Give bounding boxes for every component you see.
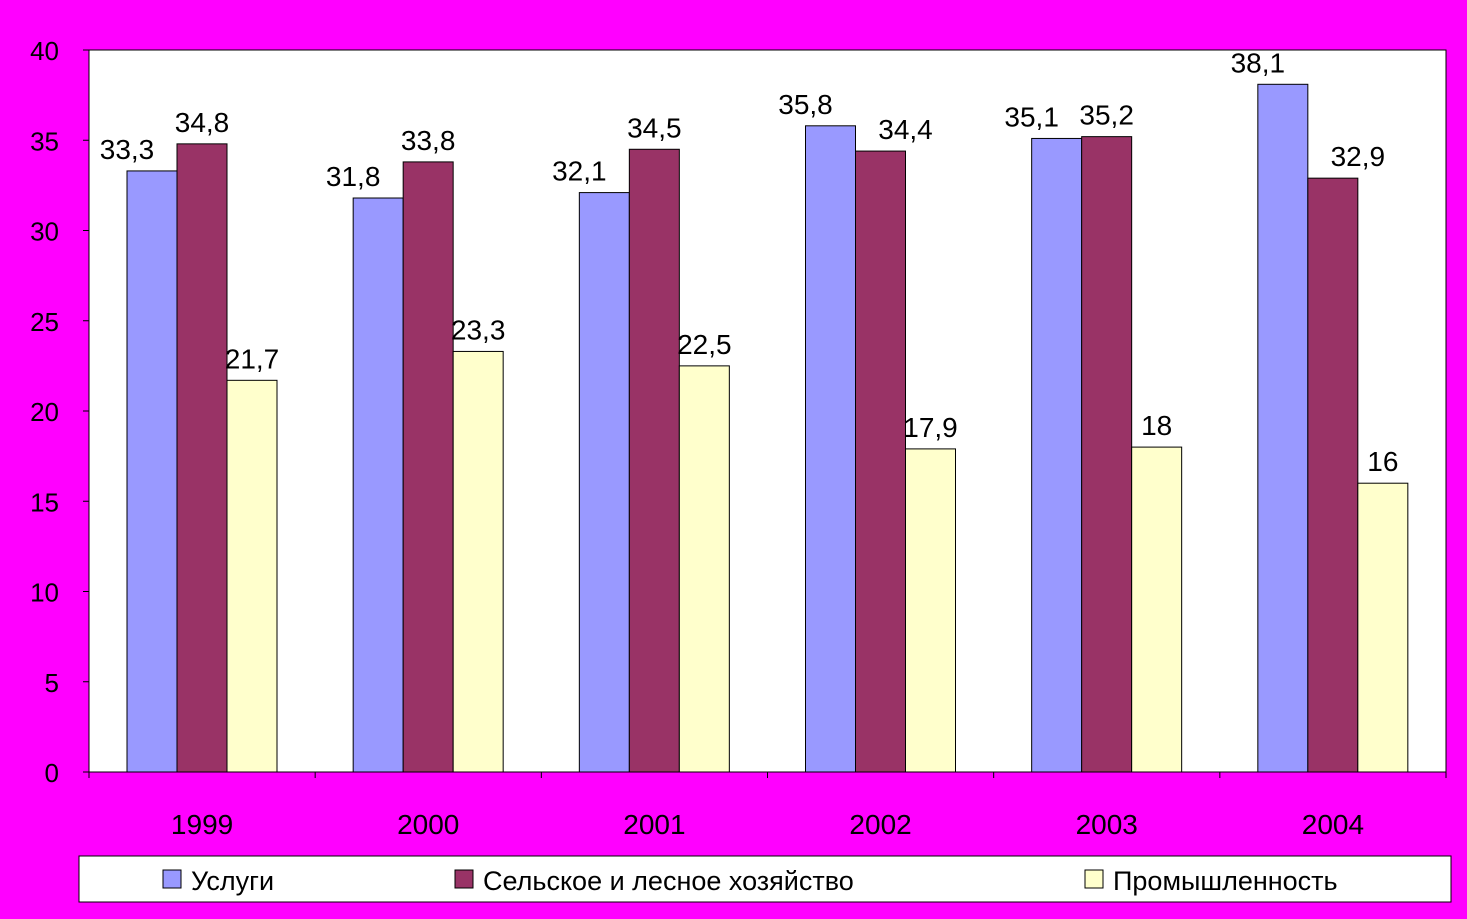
data-label: 35,1 bbox=[1004, 101, 1059, 132]
y-tick-label: 35 bbox=[30, 126, 59, 156]
y-tick-label: 25 bbox=[30, 307, 59, 337]
data-label: 35,2 bbox=[1079, 100, 1134, 131]
bar bbox=[805, 125, 856, 773]
data-label: 23,3 bbox=[451, 314, 506, 345]
data-label: 34,4 bbox=[878, 114, 933, 145]
bar bbox=[678, 365, 730, 773]
data-label: 38,1 bbox=[1231, 47, 1286, 78]
bar bbox=[855, 150, 906, 773]
legend-swatch bbox=[1084, 869, 1104, 889]
data-label: 21,7 bbox=[225, 343, 280, 374]
data-label: 34,5 bbox=[627, 112, 682, 143]
bar bbox=[1131, 446, 1183, 773]
data-label: 22,5 bbox=[677, 329, 732, 360]
y-tick-label: 30 bbox=[30, 217, 59, 247]
axis-layer: 0 5 10 15 20 25 30 35 40 1999 2000 2001 2002 2003 2004 bbox=[30, 36, 1447, 840]
data-label: 32,1 bbox=[552, 156, 607, 187]
x-tick-label: 2003 bbox=[1076, 809, 1138, 840]
bar bbox=[402, 161, 454, 773]
y-tick-label: 40 bbox=[30, 36, 59, 66]
data-label: 33,3 bbox=[100, 134, 155, 165]
x-tick-label: 1999 bbox=[171, 809, 233, 840]
bar bbox=[226, 379, 278, 773]
bar bbox=[1307, 177, 1359, 773]
bar bbox=[1081, 136, 1133, 773]
legend-swatch bbox=[162, 869, 182, 889]
bar bbox=[628, 148, 680, 773]
data-label: 18 bbox=[1141, 410, 1172, 441]
y-tick-label: 15 bbox=[30, 487, 59, 517]
y-tick-label: 20 bbox=[30, 397, 59, 427]
data-label: 34,8 bbox=[175, 107, 230, 138]
legend-label: Услуги bbox=[191, 866, 274, 896]
data-label: 16 bbox=[1367, 446, 1398, 477]
legend-box bbox=[78, 855, 1452, 903]
y-tick-label: 5 bbox=[45, 668, 59, 698]
bar bbox=[176, 143, 228, 773]
bar bbox=[905, 448, 956, 773]
data-label: 32,9 bbox=[1331, 141, 1386, 172]
bar bbox=[1257, 83, 1309, 773]
data-label: 35,8 bbox=[778, 89, 833, 120]
bar bbox=[1357, 482, 1409, 773]
plot-area bbox=[88, 49, 1447, 773]
legend: Услуги Сельское и лесное хозяйство Промышл… bbox=[162, 866, 1338, 896]
bar bbox=[578, 192, 630, 773]
data-label: 31,8 bbox=[326, 161, 381, 192]
legend-label: Сельское и лесное хозяйство bbox=[483, 866, 854, 896]
bar bbox=[352, 197, 404, 773]
data-label: 17,9 bbox=[903, 412, 958, 443]
bar bbox=[452, 350, 504, 773]
bar bbox=[126, 170, 178, 773]
y-tick-label: 10 bbox=[30, 578, 59, 608]
bar bbox=[1031, 137, 1083, 773]
y-tick-label: 0 bbox=[45, 758, 59, 788]
data-label: 33,8 bbox=[401, 125, 456, 156]
x-tick-label: 2001 bbox=[623, 809, 685, 840]
labels-layer: 33,3 34,8 21,7 31,8 33,8 23,3 32,1 34,5 22,5 35,8… bbox=[100, 47, 1399, 477]
legend-label: Промышленность bbox=[1113, 866, 1338, 896]
x-tick-label: 2000 bbox=[397, 809, 459, 840]
x-tick-label: 2004 bbox=[1302, 809, 1364, 840]
legend-swatch bbox=[454, 869, 474, 889]
x-tick-label: 2002 bbox=[849, 809, 911, 840]
bars-layer bbox=[126, 83, 1409, 773]
